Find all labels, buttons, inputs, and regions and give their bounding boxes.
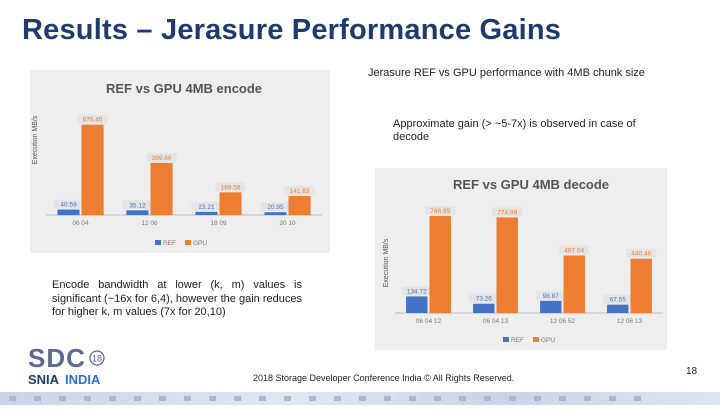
data-label: 786.99: [430, 208, 450, 215]
legend-label: REF: [511, 337, 524, 344]
data-label: 20.95: [267, 204, 284, 211]
bar-ref: [195, 211, 218, 215]
chart-title: REF vs GPU 4MB encode: [106, 81, 262, 96]
bar-gpu: [150, 162, 173, 215]
x-tick-label: 20 10: [279, 220, 296, 227]
footer-copyright: 2018 Storage Developer Conference India …: [253, 373, 515, 383]
data-label: 440.46: [631, 251, 651, 258]
chart-subtitle: Jerasure REF vs GPU performance with 4MB…: [368, 67, 645, 79]
data-label-bg: [284, 186, 315, 196]
legend-swatch-gpu: [533, 337, 539, 342]
bar-ref: [57, 209, 80, 215]
logo-india-text: INDIA: [65, 372, 101, 387]
legend-label: GPU: [193, 240, 207, 247]
bottom-decor-strip: [0, 392, 720, 405]
bar-ref: [264, 212, 287, 215]
page-number: 18: [686, 366, 698, 377]
x-tick-label: 06 04: [72, 220, 89, 227]
x-tick-label: 12 06: [141, 220, 158, 227]
data-label-bg: [492, 207, 523, 217]
data-label-bg: [191, 201, 222, 211]
data-label-bg: [260, 202, 291, 212]
data-label: 467.04: [564, 247, 584, 254]
data-label-bg: [215, 182, 246, 192]
logo-snia-text: SNIA: [28, 372, 60, 387]
logo-badge-circle: [89, 350, 105, 366]
y-axis-label: Execution MB/s: [383, 238, 390, 287]
decode-chart: REF vs GPU 4MB decode Execution MB/s 134.7…: [375, 168, 667, 350]
data-label-bg: [122, 200, 153, 210]
bar-ref: [540, 300, 562, 313]
data-label-bg: [468, 293, 499, 303]
bar-ref: [126, 210, 149, 215]
data-label-bg: [602, 294, 633, 304]
encode-chart-svg: REF vs GPU 4MB encode Execution MB/s 40.59…: [32, 81, 322, 247]
bar-gpu: [429, 215, 451, 313]
logo-sdc-text: SDC: [28, 345, 86, 373]
data-label-bg: [77, 114, 108, 124]
bar-gpu: [288, 196, 311, 215]
data-label: 73.26: [476, 296, 493, 303]
data-label: 675.45: [83, 117, 103, 124]
encode-chart: REF vs GPU 4MB encode Execution MB/s 40.59…: [30, 70, 330, 253]
chart-title: REF vs GPU 4MB decode: [453, 177, 609, 192]
legend-label: GPU: [541, 337, 555, 344]
x-tick-label: 06 04 12: [416, 318, 442, 325]
data-label: 67.55: [610, 297, 627, 304]
y-axis-label: Execution MB/s: [32, 115, 39, 164]
legend-label: REF: [163, 240, 176, 247]
decode-chart-svg: REF vs GPU 4MB decode Execution MB/s 134.7…: [383, 177, 663, 344]
data-label-bg: [535, 290, 566, 300]
sdc-india-logo: SDC 18 SNIA INDIA: [28, 343, 128, 389]
bar-ref: [406, 296, 428, 313]
x-tick-label: 12 06 13: [617, 318, 643, 325]
data-label-bg: [626, 248, 657, 258]
bar-gpu: [630, 258, 652, 313]
encode-note: Encode bandwidth at lower (k, m) values …: [52, 279, 302, 318]
data-label: 774.99: [497, 209, 517, 216]
bar-gpu: [563, 255, 585, 313]
bar-gpu: [81, 124, 104, 215]
bar-gpu: [496, 217, 518, 313]
data-label: 40.59: [60, 202, 77, 209]
data-label-bg: [401, 286, 432, 296]
logo-badge-text: 18: [92, 354, 102, 364]
x-tick-label: 06 04 13: [483, 318, 509, 325]
data-label: 141.63: [290, 188, 310, 195]
data-label-bg: [559, 245, 590, 255]
data-label: 98.87: [543, 293, 560, 300]
decode-note: Approximate gain (> ~5-7x) is observed i…: [393, 118, 636, 143]
data-label: 389.66: [152, 155, 172, 162]
x-tick-label: 18 09: [210, 220, 227, 227]
bar-ref: [473, 303, 495, 313]
slide-title: Results – Jerasure Performance Gains: [22, 14, 562, 46]
data-label: 23.21: [198, 204, 215, 211]
data-label-bg: [425, 205, 456, 215]
x-tick-label: 12 06 52: [550, 318, 576, 325]
data-label: 169.56: [221, 184, 241, 191]
bar-ref: [607, 304, 629, 313]
legend-swatch-gpu: [185, 240, 191, 245]
data-label: 134.72: [407, 288, 427, 295]
data-label-bg: [53, 199, 84, 209]
legend-swatch-ref: [155, 240, 161, 245]
bar-gpu: [219, 192, 242, 215]
data-label-bg: [146, 152, 177, 162]
legend-swatch-ref: [503, 337, 509, 342]
data-label: 35.12: [129, 202, 146, 209]
